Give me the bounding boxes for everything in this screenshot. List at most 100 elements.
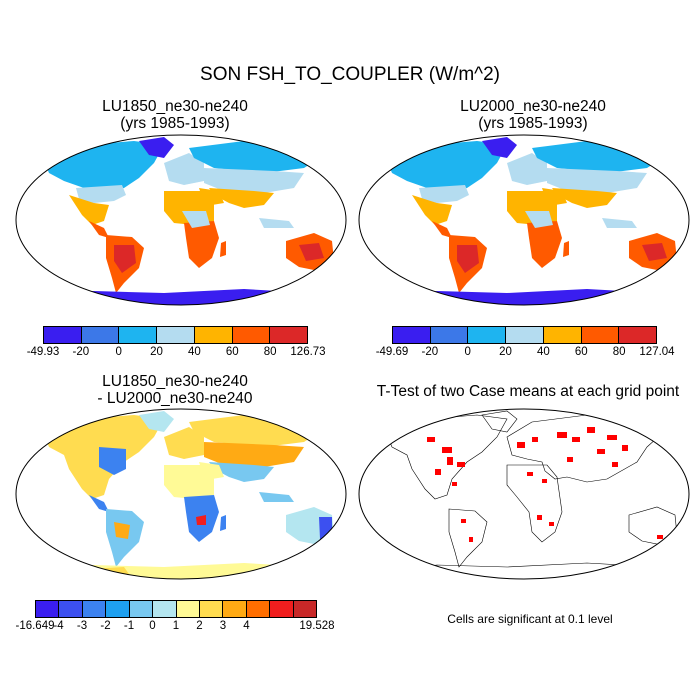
panel1-title-line1: LU1850_ne30-ne240 <box>102 98 248 115</box>
colorbar-tick-label: 2 <box>196 620 203 632</box>
central-america <box>432 221 452 238</box>
europe <box>164 153 204 185</box>
map-ttest <box>358 408 690 580</box>
north-america-mid <box>76 185 126 203</box>
africa-patch <box>196 515 206 525</box>
colorbar-tick-label: 0 <box>115 346 122 358</box>
sig-cell <box>582 575 610 578</box>
greenland <box>139 137 174 158</box>
colorbar-swatch <box>270 327 308 343</box>
sig-cell <box>461 519 466 523</box>
colorbar-swatch <box>119 327 158 343</box>
colorbar-tick-label: 3 <box>219 620 227 632</box>
colorbar-tick-label: -20 <box>72 346 90 358</box>
colorbar-swatch <box>246 601 271 617</box>
panel2-title-line2: (yrs 1985-1993) <box>478 115 588 132</box>
colorbar-swatch <box>270 601 294 617</box>
colorbar-swatch <box>44 327 82 343</box>
colorbar-swatch <box>199 601 224 617</box>
colorbar-tick-label: -2 <box>100 620 111 632</box>
colorbar-difference <box>35 600 317 618</box>
antarctica <box>16 563 344 579</box>
sig-cell <box>549 522 554 526</box>
colorbar-tick-label: 80 <box>263 346 277 358</box>
colorbar-swatch <box>194 327 233 343</box>
central-america <box>89 495 109 512</box>
outline-africa <box>506 464 563 543</box>
europe <box>507 153 547 185</box>
north-america-mid <box>419 185 469 203</box>
colorbar-swatch <box>506 327 544 343</box>
colorbar-lu1850-ticks: -49.93 -20 0 20 40 60 80 126.73 <box>27 346 326 360</box>
sig-cell <box>442 447 452 453</box>
colorbar-lu1850 <box>43 326 308 344</box>
sig-cell <box>527 472 533 476</box>
panel1-title: LU1850_ne30-ne240 (yrs 1985-1993) <box>20 98 330 132</box>
south-america-patch <box>114 522 130 539</box>
indonesia <box>259 492 294 502</box>
colorbar-tick-label: -49.93 <box>26 346 60 358</box>
europe <box>164 427 204 459</box>
colorbar-tick-label: -20 <box>421 346 439 358</box>
africa-north <box>164 465 214 499</box>
sig-cell <box>587 427 595 433</box>
colorbar-swatch <box>176 601 200 617</box>
sig-cell <box>447 457 453 465</box>
antarctica-patch <box>54 567 134 579</box>
colorbar-tick-label: -4 <box>53 620 64 632</box>
colorbar-swatch <box>430 327 469 343</box>
colorbar-tick-label: 60 <box>574 346 588 358</box>
colorbar-tick-label: 127.04 <box>639 346 675 358</box>
colorbar-tick-label: -1 <box>123 620 135 632</box>
africa-core <box>182 211 210 228</box>
colorbar-swatch <box>157 327 195 343</box>
sig-cell <box>657 535 663 539</box>
colorbar-swatch <box>81 327 120 343</box>
panel1-title-line2: (yrs 1985-1993) <box>120 115 230 132</box>
madagascar <box>220 515 226 531</box>
colorbar-swatch <box>393 327 431 343</box>
panel3-title-line2: - LU2000_ne30-ne240 <box>97 390 253 407</box>
sig-cell <box>567 457 573 462</box>
asia-mid <box>204 442 304 467</box>
asia-north <box>532 141 667 173</box>
colorbar-tick-label: -3 <box>76 620 88 632</box>
sig-cell <box>517 442 525 448</box>
asia-north <box>189 415 324 447</box>
outline-eurasia <box>506 414 668 483</box>
colorbar-swatch <box>106 601 130 617</box>
antarctica <box>359 289 687 305</box>
colorbar-tick-label: 0 <box>464 346 471 358</box>
madagascar <box>563 241 569 257</box>
asia-south <box>209 188 274 208</box>
north-america-south <box>412 195 452 225</box>
sig-cell <box>452 482 457 486</box>
colorbar-tick-label: 40 <box>188 346 201 358</box>
sig-cell <box>612 462 618 467</box>
colorbar-swatch <box>129 601 154 617</box>
asia-south <box>209 462 274 482</box>
sig-cell <box>427 437 435 442</box>
panel3-title: LU1850_ne30-ne240 - LU2000_ne30-ne240 <box>20 373 330 407</box>
colorbar-swatch <box>36 601 60 617</box>
africa-core <box>525 211 553 228</box>
colorbar-tick-label: 80 <box>612 346 626 358</box>
sig-cell <box>622 445 628 451</box>
sig-cell <box>597 449 605 454</box>
central-america <box>89 221 109 238</box>
colorbar-tick-label: 0 <box>149 620 156 632</box>
south-america-core <box>457 245 479 273</box>
colorbar-tick-label: -16.649 <box>15 620 55 632</box>
sig-cell <box>557 432 567 438</box>
sig-cell <box>532 437 538 442</box>
panel4-title: T-Test of two Case means at each grid po… <box>358 383 698 400</box>
colorbar-tick-label: 20 <box>499 346 512 358</box>
africa-south <box>184 221 219 268</box>
map-difference <box>15 408 347 580</box>
sig-cell <box>542 479 547 483</box>
south-america-core <box>114 245 136 273</box>
asia-north <box>189 141 324 173</box>
colorbar-tick-label: 60 <box>225 346 239 358</box>
figure-title: SON FSH_TO_COUPLER (W/m^2) <box>200 64 500 85</box>
middle-east <box>542 188 567 205</box>
